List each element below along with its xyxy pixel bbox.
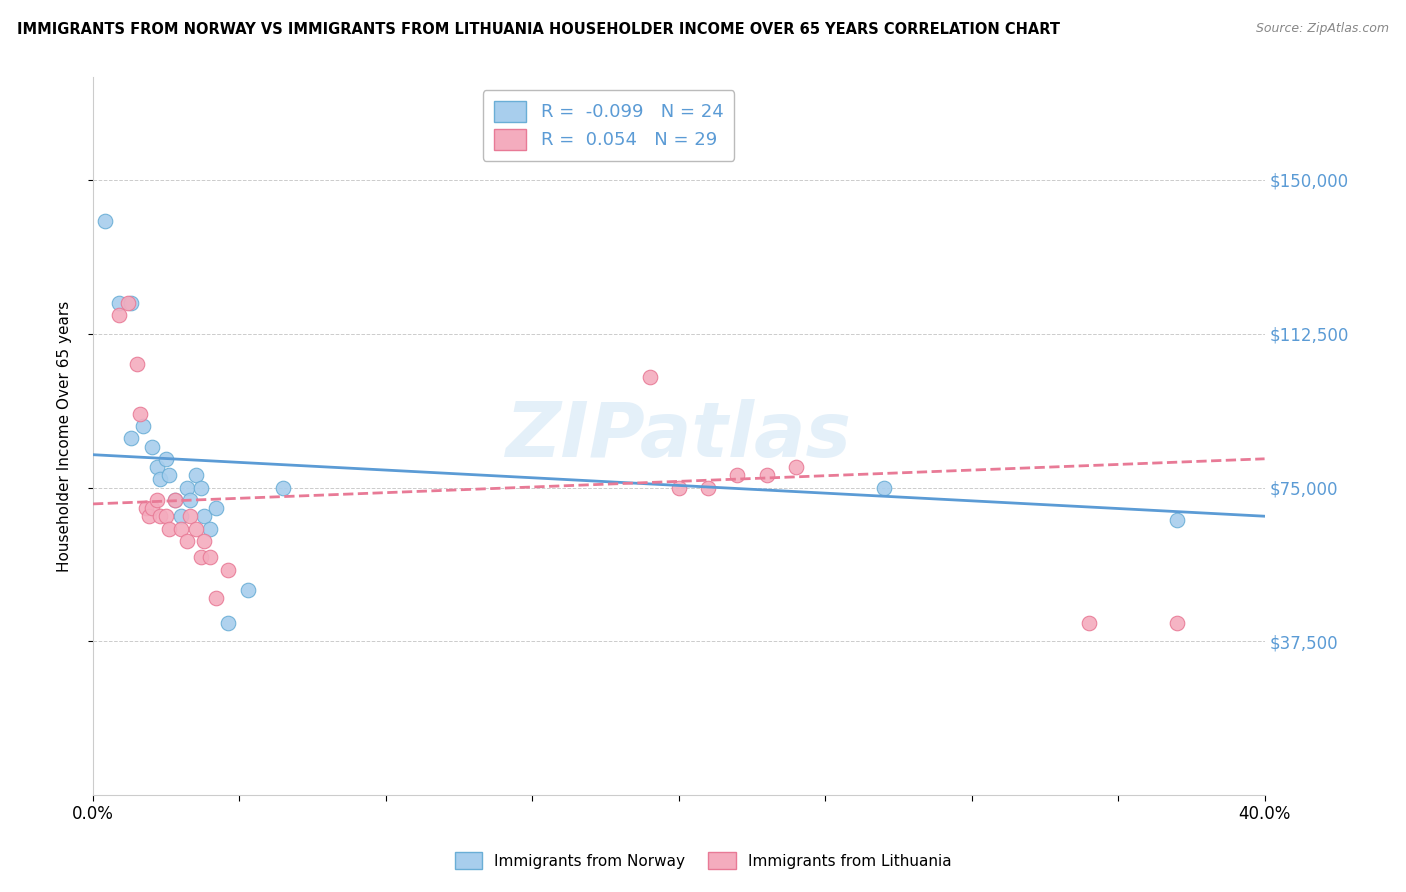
Point: [170, 509, 193, 524]
Point: [141, 501, 163, 516]
Point: [193, 533, 215, 548]
Point: [141, 440, 163, 454]
Point: [785, 460, 807, 475]
Legend: R =  -0.099   N = 24, R =  0.054   N = 29: R = -0.099 N = 24, R = 0.054 N = 29: [482, 90, 734, 161]
Point: [184, 522, 207, 536]
Point: [155, 451, 177, 466]
Point: [149, 472, 172, 486]
Point: [146, 492, 169, 507]
Text: ZIPatlas: ZIPatlas: [506, 400, 852, 474]
Point: [179, 492, 201, 507]
Text: IMMIGRANTS FROM NORWAY VS IMMIGRANTS FROM LITHUANIA HOUSEHOLDER INCOME OVER 65 Y: IMMIGRANTS FROM NORWAY VS IMMIGRANTS FRO…: [17, 22, 1060, 37]
Point: [217, 562, 239, 576]
Point: [205, 591, 228, 606]
Point: [1166, 513, 1188, 527]
Text: Source: ZipAtlas.com: Source: ZipAtlas.com: [1256, 22, 1389, 36]
Point: [117, 296, 139, 310]
Point: [132, 419, 155, 434]
Point: [668, 481, 690, 495]
Point: [638, 369, 661, 384]
Point: [108, 296, 131, 310]
Point: [725, 468, 748, 483]
Point: [1166, 615, 1188, 630]
Point: [125, 358, 148, 372]
Point: [163, 492, 186, 507]
Point: [157, 468, 180, 483]
Point: [176, 481, 198, 495]
Point: [120, 431, 142, 445]
Point: [190, 550, 212, 565]
Point: [755, 468, 778, 483]
Point: [198, 550, 221, 565]
Point: [1077, 615, 1099, 630]
Point: [179, 509, 201, 524]
Point: [198, 522, 221, 536]
Point: [190, 481, 212, 495]
Point: [157, 522, 180, 536]
Point: [155, 509, 177, 524]
Point: [120, 296, 142, 310]
Point: [217, 615, 239, 630]
Point: [238, 582, 260, 597]
Point: [128, 407, 150, 421]
Point: [138, 509, 160, 524]
Point: [170, 522, 193, 536]
Point: [697, 481, 720, 495]
Point: [273, 481, 295, 495]
Point: [205, 501, 228, 516]
Point: [93, 214, 115, 228]
Y-axis label: Householder Income Over 65 years: Householder Income Over 65 years: [58, 301, 72, 572]
Point: [146, 460, 169, 475]
Point: [135, 501, 157, 516]
Point: [163, 492, 186, 507]
Point: [184, 468, 207, 483]
Point: [176, 533, 198, 548]
Point: [873, 481, 896, 495]
Point: [193, 509, 215, 524]
Point: [108, 308, 131, 322]
Legend: Immigrants from Norway, Immigrants from Lithuania: Immigrants from Norway, Immigrants from …: [449, 846, 957, 875]
Point: [149, 509, 172, 524]
